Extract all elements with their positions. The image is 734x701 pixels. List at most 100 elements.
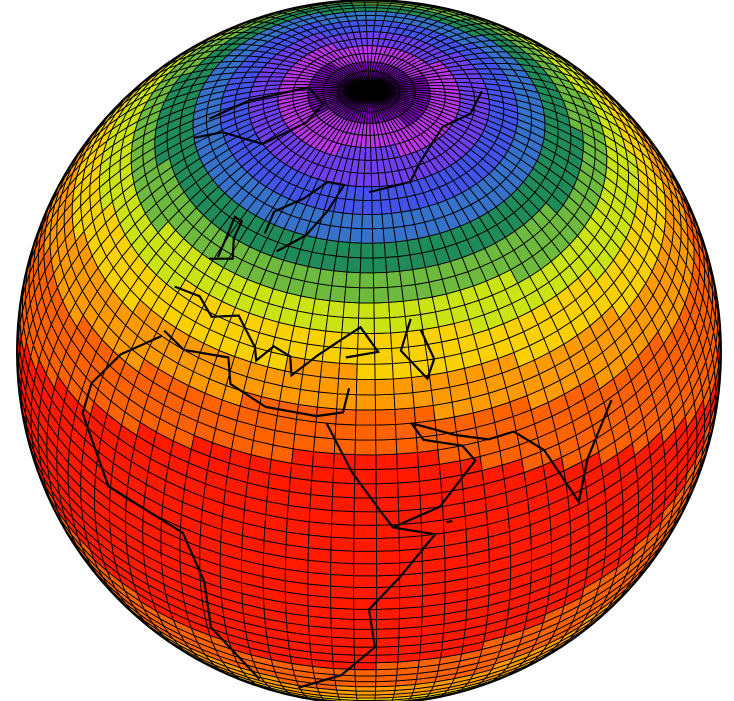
grid-cell (335, 240, 351, 258)
grid-cell (396, 466, 420, 484)
grid-cell (337, 226, 352, 243)
grid-cell (330, 617, 355, 630)
grid-cell (375, 510, 400, 526)
grid-cell (331, 496, 355, 513)
grid-cell (330, 536, 355, 552)
grid-cell (359, 257, 374, 274)
grid-cell (360, 242, 374, 259)
temperature-cells (17, 0, 721, 701)
grid-cell (372, 257, 388, 274)
grid-cell (374, 393, 396, 411)
grid-cell (375, 645, 400, 656)
grid-cell (361, 213, 373, 230)
grid-cell (373, 301, 391, 319)
grid-cell (354, 439, 377, 456)
grid-cell (327, 300, 345, 318)
grid-cell (340, 212, 354, 229)
grid-cell (360, 228, 374, 244)
grid-cell (308, 507, 333, 525)
grid-cell (310, 480, 334, 498)
grid-cell (395, 437, 418, 455)
grid-cell (355, 378, 376, 396)
grid-cell (388, 300, 406, 319)
grid-cell (397, 480, 421, 498)
grid-cell (372, 31, 382, 40)
grid-cell (354, 681, 377, 688)
grid-cell (389, 315, 408, 334)
grid-cell (353, 511, 377, 526)
grid-cell (332, 482, 356, 499)
grid-cell (320, 361, 341, 379)
grid-cell (375, 408, 397, 426)
grid-cell (354, 669, 377, 677)
grid-cell (330, 549, 355, 565)
grid-cell (313, 436, 336, 455)
grid-cell (354, 662, 377, 671)
grid-cell (312, 451, 335, 469)
grid-cell (375, 653, 399, 664)
grid-cell (330, 523, 355, 539)
grid-cell (392, 361, 412, 380)
grid-cell (349, 227, 363, 244)
grid-cell (353, 563, 378, 577)
grid-cell (366, 37, 374, 47)
grid-cell (398, 548, 423, 564)
grid-cell (375, 438, 398, 456)
coastline-segment (446, 520, 453, 524)
grid-cell (355, 394, 376, 411)
grid-cell (353, 550, 378, 565)
grid-cell (373, 19, 385, 27)
grid-cell (329, 285, 347, 303)
grid-cell (365, 25, 375, 33)
grid-cell (352, 199, 364, 215)
grid-cell (365, 14, 377, 21)
grid-cell (373, 25, 383, 33)
grid-cell (408, 344, 428, 363)
grid-cell (373, 332, 393, 350)
grid-cell (330, 574, 355, 588)
grid-cell (338, 362, 358, 380)
grid-cell (355, 172, 365, 188)
grid-cell (354, 675, 377, 683)
grid-cell (362, 199, 373, 215)
grid-cell (393, 392, 415, 410)
grid-cell (386, 270, 403, 288)
grid-cell (356, 363, 376, 381)
grid-cell (376, 608, 401, 621)
grid-cell (267, 76, 285, 82)
grid-cell (376, 562, 401, 577)
grid-cell (333, 438, 356, 456)
grid-cell (311, 298, 331, 317)
grid-cell (453, 77, 472, 84)
grid-cell (372, 271, 389, 289)
grid-cell (392, 376, 414, 395)
grid-cell (376, 628, 400, 639)
grid-cell (441, 81, 459, 87)
grid-cell (330, 627, 355, 639)
grid-cell (353, 575, 378, 588)
grid-cell (331, 270, 348, 288)
grid-cell (355, 409, 377, 426)
grid-cell (316, 391, 339, 410)
grid-cell (416, 434, 439, 453)
grid-cell (343, 286, 361, 304)
grid-cell (387, 285, 404, 303)
grid-cell (373, 286, 390, 304)
grid-cell (330, 607, 355, 620)
grid-cell (345, 271, 361, 289)
grid-cell (354, 424, 377, 441)
grid-cell (375, 637, 400, 648)
grid-cell (372, 242, 386, 259)
grid-cell (309, 494, 333, 511)
grid-cell (353, 524, 378, 539)
grid-cell (330, 561, 355, 577)
grid-cell (362, 186, 373, 201)
grid-cell (321, 345, 342, 364)
grid-cell (331, 636, 355, 648)
grid-cell (325, 315, 344, 334)
grid-cell (353, 618, 378, 630)
grid-cell (399, 572, 423, 588)
grid-cell (385, 256, 401, 273)
